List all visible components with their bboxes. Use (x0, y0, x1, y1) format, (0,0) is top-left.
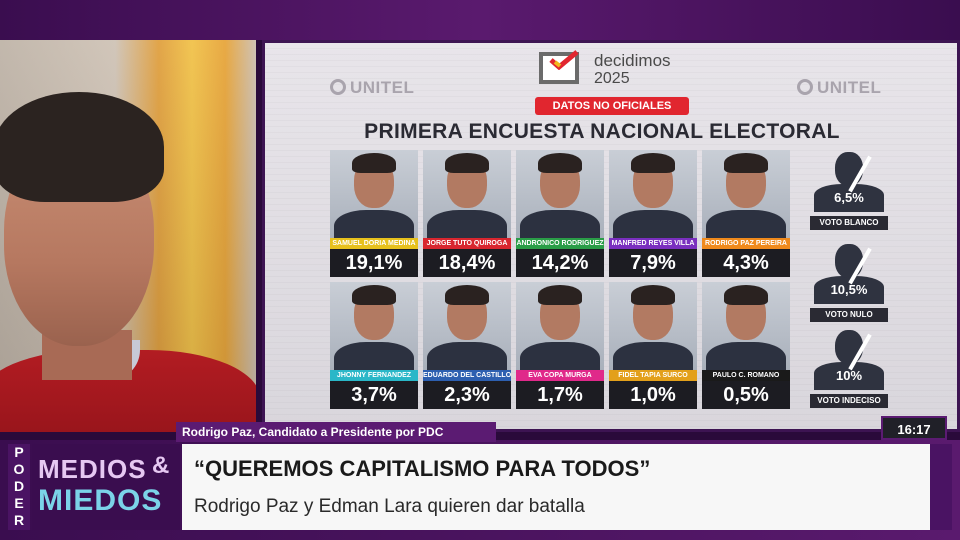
poder-side-label: PODER (8, 444, 30, 530)
candidate-percent: 0,5% (702, 381, 790, 409)
top-band (0, 0, 960, 40)
vote-blank: 6,5% VOTO BLANCO (810, 148, 888, 240)
candidate-name: PAULO C. ROMANO (702, 370, 790, 381)
speaker-hair (0, 92, 164, 202)
vote-undecided: 10% VOTO INDECISO (810, 326, 888, 418)
show-logo-line1: MEDIOS (38, 454, 147, 484)
lower-third-end-cap (930, 444, 952, 530)
candidate-percent: 1,7% (516, 381, 604, 409)
vote-label: VOTO INDECISO (810, 394, 888, 408)
candidate-name: EVA COPA MURGA (516, 370, 604, 381)
candidate-percent: 1,0% (609, 381, 697, 409)
candidate-name: MANFRED REYES VILLA (609, 238, 697, 249)
candidate-name: RODRIGO PAZ PEREIRA (702, 238, 790, 249)
poll-graphic: UNITEL UNITEL decidimos 2025 DATOS NO OF… (262, 40, 960, 432)
show-logo-line2: MIEDOS (38, 484, 163, 517)
unofficial-badge: DATOS NO OFICIALES (535, 97, 689, 115)
candidate-name: JORGE TUTO QUIROGA (423, 238, 511, 249)
graphic-frame (262, 40, 960, 432)
poll-headline: PRIMERA ENCUESTA NACIONAL ELECTORAL (364, 120, 840, 143)
check-icon (549, 50, 579, 70)
candidate-name: ANDRONICO RODRIGUEZ (516, 238, 604, 249)
vote-percent: 6,5% (834, 190, 864, 205)
vote-percent: 10% (835, 368, 863, 383)
headline-quote: “QUEREMOS CAPITALISMO PARA TODOS” (194, 456, 651, 481)
candidate-name: FIDEL TAPIA SURCO (609, 370, 697, 381)
vote-label: VOTO BLANCO (810, 216, 888, 230)
candidate-name: SAMUEL DORIA MEDINA (330, 238, 418, 249)
candidate-card: PAULO C. ROMANO 0,5% (702, 282, 790, 409)
vote-label: VOTO NULO (810, 308, 888, 322)
candidate-percent: 18,4% (423, 249, 511, 277)
logo-year: 2025 (594, 70, 630, 87)
poder-text: PODER (13, 444, 25, 528)
candidate-card: FIDEL TAPIA SURCO 1,0% (609, 282, 697, 409)
candidate-photo (702, 282, 790, 382)
show-logo-ampersand: & (152, 452, 170, 479)
speaker-video (0, 40, 256, 432)
speaker-caption: Rodrigo Paz, Candidato a Presidente por … (176, 422, 496, 442)
candidate-percent: 3,7% (330, 381, 418, 409)
candidate-card: JHONNY FERNANDEZ 3,7% (330, 282, 418, 409)
candidate-card: EDUARDO DEL CASTILLO 2,3% (423, 282, 511, 409)
candidate-card: ANDRONICO RODRIGUEZ 14,2% (516, 150, 604, 277)
candidate-percent: 14,2% (516, 249, 604, 277)
candidate-card: JORGE TUTO QUIROGA 18,4% (423, 150, 511, 277)
broadcast-clock: 16:17 (881, 416, 947, 440)
unitel-ring-icon (797, 79, 813, 95)
candidate-percent: 4,3% (702, 249, 790, 277)
candidate-card: SAMUEL DORIA MEDINA 19,1% (330, 150, 418, 277)
candidate-name: JHONNY FERNANDEZ (330, 370, 418, 381)
unitel-watermark-left: UNITEL (330, 78, 414, 98)
show-logo: MEDIOS & MIEDOS (32, 444, 180, 530)
candidate-card: EVA COPA MURGA 1,7% (516, 282, 604, 409)
vote-percent: 10,5% (830, 282, 868, 297)
vote-null: 10,5% VOTO NULO (810, 240, 888, 332)
candidate-name: EDUARDO DEL CASTILLO (423, 370, 511, 381)
candidate-percent: 19,1% (330, 249, 418, 277)
logo-name: decidimos (594, 51, 671, 70)
unitel-ring-icon (330, 79, 346, 95)
candidate-percent: 7,9% (609, 249, 697, 277)
candidate-card: MANFRED REYES VILLA 7,9% (609, 150, 697, 277)
headline-subtitle: Rodrigo Paz y Edman Lara quieren dar bat… (194, 496, 585, 517)
unitel-watermark-right: UNITEL (797, 78, 881, 98)
candidate-card: RODRIGO PAZ PEREIRA 4,3% (702, 150, 790, 277)
candidate-percent: 2,3% (423, 381, 511, 409)
candidate-photo (516, 282, 604, 382)
headline-box: “QUEREMOS CAPITALISMO PARA TODOS” Rodrig… (182, 444, 930, 530)
